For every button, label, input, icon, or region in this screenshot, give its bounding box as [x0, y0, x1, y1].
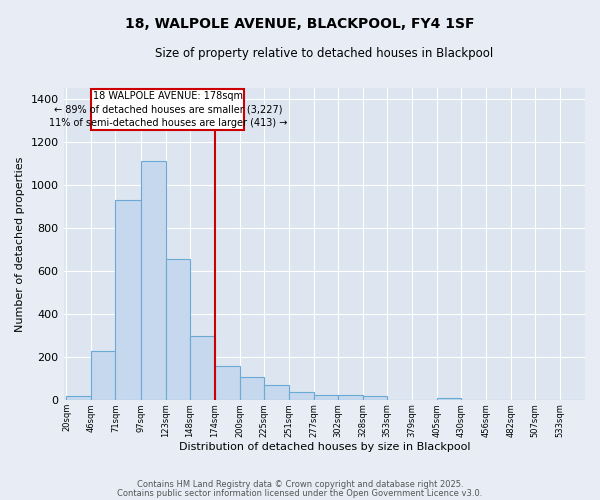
Bar — [338, 395, 363, 400]
Bar — [190, 336, 215, 400]
Y-axis label: Number of detached properties: Number of detached properties — [15, 156, 25, 332]
Text: 18, WALPOLE AVENUE, BLACKPOOL, FY4 1SF: 18, WALPOLE AVENUE, BLACKPOOL, FY4 1SF — [125, 18, 475, 32]
X-axis label: Distribution of detached houses by size in Blackpool: Distribution of detached houses by size … — [179, 442, 470, 452]
Bar — [239, 376, 263, 400]
Bar — [289, 392, 314, 400]
Bar — [91, 351, 115, 401]
FancyBboxPatch shape — [91, 89, 244, 130]
Bar — [166, 259, 190, 400]
Bar — [437, 398, 461, 400]
Bar — [115, 200, 140, 400]
Bar — [263, 385, 289, 400]
Bar — [314, 395, 338, 400]
Bar — [140, 162, 166, 400]
Bar — [67, 396, 91, 400]
Title: Size of property relative to detached houses in Blackpool: Size of property relative to detached ho… — [155, 48, 493, 60]
Text: Contains public sector information licensed under the Open Government Licence v3: Contains public sector information licen… — [118, 488, 482, 498]
Bar — [215, 366, 239, 400]
Bar — [363, 396, 387, 400]
Text: 18 WALPOLE AVENUE: 178sqm
← 89% of detached houses are smaller (3,227)
11% of se: 18 WALPOLE AVENUE: 178sqm ← 89% of detac… — [49, 92, 287, 128]
Text: Contains HM Land Registry data © Crown copyright and database right 2025.: Contains HM Land Registry data © Crown c… — [137, 480, 463, 489]
